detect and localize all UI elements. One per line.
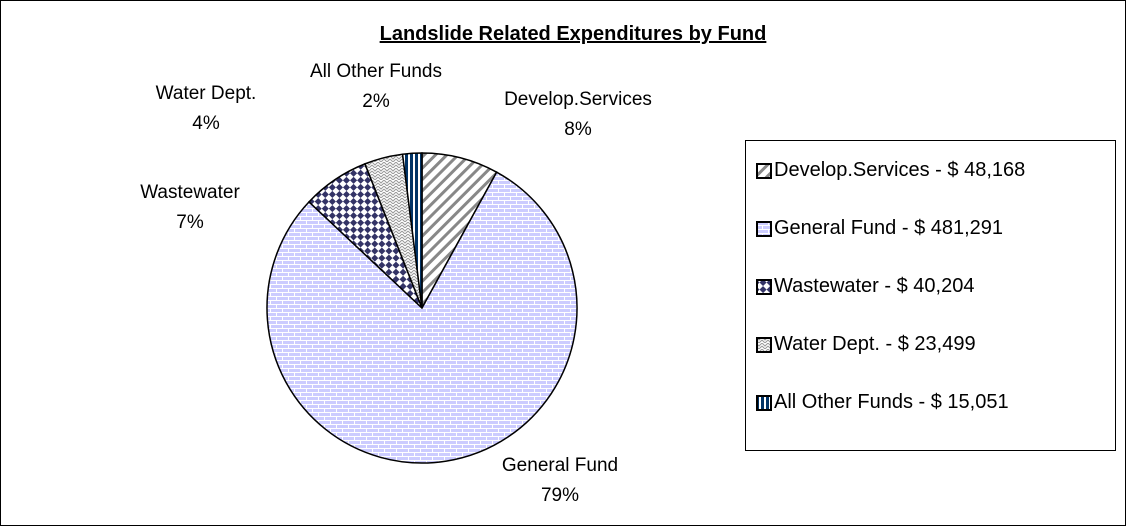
pie-slice [401,152,423,309]
slice-value-label: 2% [362,91,390,112]
slice-value-label: 8% [564,119,592,140]
slice-label: Water Dept. [156,83,257,104]
legend-entry: General Fund - $ 481,291 [756,217,1092,240]
legend-label: Wastewater - $ 40,204 [774,275,975,297]
slice-label: Develop.Services [504,89,652,110]
legend-marker [756,221,772,237]
legend-label: Develop.Services - $ 48,168 [774,159,1026,181]
chart-title: Landslide Related Expenditures by Fund [380,23,767,45]
slice-label: All Other Funds [310,61,442,82]
legend-entry: Wastewater - $ 40,204 [756,275,1092,298]
legend-swatch [756,395,772,411]
slice-value-label: 7% [176,212,204,233]
legend-marker [756,337,772,353]
legend-swatch [756,221,772,237]
legend-entry: All Other Funds - $ 15,051 [756,391,1092,414]
legend-swatch [756,337,772,353]
legend-marker [756,279,772,295]
slice-value-label: 4% [192,113,220,134]
legend-marker [756,395,772,411]
legend-entry: Develop.Services - $ 48,168 [756,159,1092,182]
legend-entry: Water Dept. - $ 23,499 [756,333,1092,356]
slice-label: Wastewater [140,182,240,203]
legend-label: All Other Funds - $ 15,051 [774,391,1009,413]
legend-label: Water Dept. - $ 23,499 [774,333,976,355]
slice-label: General Fund [502,455,618,476]
legend-label: General Fund - $ 481,291 [774,217,1004,239]
legend-swatch [756,279,772,295]
slice-value-label: 79% [541,485,579,506]
legend: Develop.Services - $ 48,168 General Fund … [745,140,1116,451]
legend-marker [756,163,772,179]
legend-swatch [756,163,772,179]
pie-slice [266,171,578,464]
